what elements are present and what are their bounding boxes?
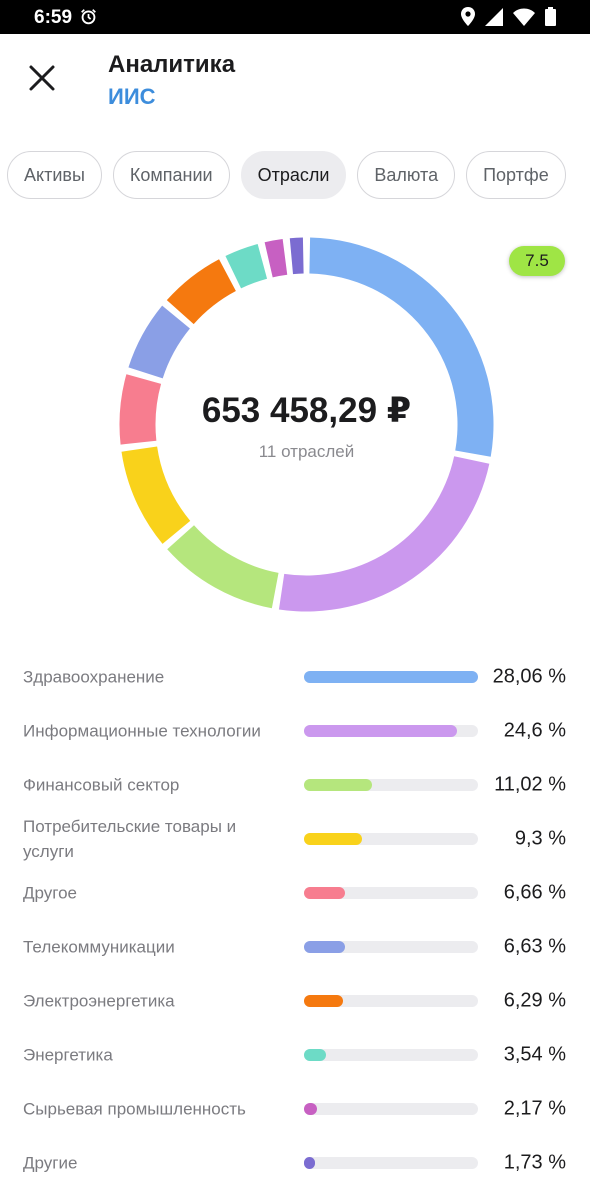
sector-count: 11 отраслей <box>258 442 355 461</box>
alarm-icon <box>81 9 96 25</box>
sector-label: Электроэнергетика <box>23 991 175 1011</box>
sector-percent: 3,54 % <box>503 1043 566 1066</box>
sector-row[interactable]: Телекоммуникации 6,63 % <box>0 920 590 974</box>
sector-label: Другое <box>23 883 78 903</box>
status-bar: 6:59 <box>0 0 590 34</box>
sector-label: Сырьевая промышленность <box>23 1099 246 1119</box>
sector-bar-track <box>304 1049 478 1061</box>
donut-chart: 653 458,29 ₽ 11 отраслей <box>115 233 498 616</box>
donut-chart-svg <box>119 237 494 612</box>
sector-bar-track <box>304 1157 478 1169</box>
sector-row[interactable]: Электроэнергетика 6,29 % <box>0 974 590 1028</box>
sector-percent: 9,3 % <box>514 827 566 850</box>
sector-percent: 28,06 % <box>492 665 566 688</box>
sector-percent: 6,66 % <box>503 881 566 904</box>
sector-label: Информационные технологии <box>23 721 261 741</box>
account-subtitle[interactable]: ИИС <box>108 84 156 109</box>
sector-bar-track <box>304 725 478 737</box>
sector-percent: 2,17 % <box>503 1097 566 1120</box>
header: Аналитика ИИС <box>0 34 590 134</box>
sector-percent: 1,73 % <box>503 1151 566 1174</box>
sector-row[interactable]: Потребительские товары и услуги 9,3 % <box>0 812 590 866</box>
tab-sectors[interactable]: Отрасли <box>240 151 347 199</box>
sector-row[interactable]: Другое 6,66 % <box>0 866 590 920</box>
sector-row[interactable]: Энергетика 3,54 % <box>0 1028 590 1082</box>
location-icon <box>461 7 475 26</box>
tab-companies[interactable]: Компании <box>112 151 230 199</box>
sector-bar-fill <box>304 1157 315 1169</box>
donut-segment <box>128 305 190 379</box>
sector-row[interactable]: Другие 1,73 % <box>0 1136 590 1190</box>
donut-segment <box>119 374 162 445</box>
donut-segment <box>167 525 279 609</box>
close-button[interactable] <box>20 56 64 100</box>
status-time: 6:59 <box>34 7 73 28</box>
sector-percent: 6,63 % <box>503 935 566 958</box>
sector-bar-track <box>304 1103 478 1115</box>
sector-row[interactable]: Сырьевая промышленность 2,17 % <box>0 1082 590 1136</box>
sector-percent: 24,6 % <box>503 719 566 742</box>
sector-bar-track <box>304 887 478 899</box>
sector-label: Здравоохранение <box>23 667 165 687</box>
signal-icon <box>485 7 503 26</box>
tab-portfolio[interactable]: Портфе <box>466 151 566 199</box>
sector-bar-track <box>304 833 478 845</box>
tab-currency[interactable]: Валюта <box>357 151 456 199</box>
donut-segment <box>278 456 490 612</box>
sector-bar-fill <box>304 1103 318 1115</box>
battery-icon <box>545 7 556 26</box>
sector-bar-track <box>304 779 478 791</box>
donut-segment <box>166 259 236 325</box>
sector-bar-fill <box>304 725 457 737</box>
portfolio-total: 653 458,29 ₽ <box>201 391 412 430</box>
donut-segment <box>309 237 494 457</box>
sector-percent: 11,02 % <box>494 773 566 796</box>
donut-segment <box>121 446 191 544</box>
sector-bar-track <box>304 995 478 1007</box>
tab-bar: Активы Компании Отрасли Валюта Портфе <box>7 151 590 199</box>
sector-bar-fill <box>304 995 343 1007</box>
sector-label: Энергетика <box>23 1045 113 1065</box>
tab-assets[interactable]: Активы <box>7 151 102 199</box>
donut-segment <box>225 243 268 289</box>
sector-label: Потребительские товары и услуги <box>23 817 237 861</box>
sector-bar-fill <box>304 779 373 791</box>
page-title: Аналитика <box>108 51 236 78</box>
sector-percent: 6,29 % <box>503 989 566 1012</box>
sector-bar-fill <box>304 833 362 845</box>
sector-row[interactable]: Финансовый сектор 11,02 % <box>0 758 590 812</box>
close-icon <box>29 65 55 91</box>
sector-label: Другие <box>23 1153 78 1173</box>
wifi-icon <box>513 8 535 26</box>
donut-segment <box>289 237 304 275</box>
sector-label: Финансовый сектор <box>23 775 180 795</box>
sector-row[interactable]: Здравоохранение 28,06 % <box>0 650 590 704</box>
sector-bar-fill <box>304 887 346 899</box>
rating-badge[interactable]: 7.5 <box>509 246 565 276</box>
sector-bar-track <box>304 941 478 953</box>
sector-row[interactable]: Информационные технологии 24,6 % <box>0 704 590 758</box>
sector-bar-fill <box>304 941 346 953</box>
sector-bar-fill <box>304 671 478 683</box>
donut-segment <box>264 239 288 278</box>
sector-bar-fill <box>304 1049 326 1061</box>
sector-label: Телекоммуникации <box>23 937 175 957</box>
sector-bar-track <box>304 671 478 683</box>
